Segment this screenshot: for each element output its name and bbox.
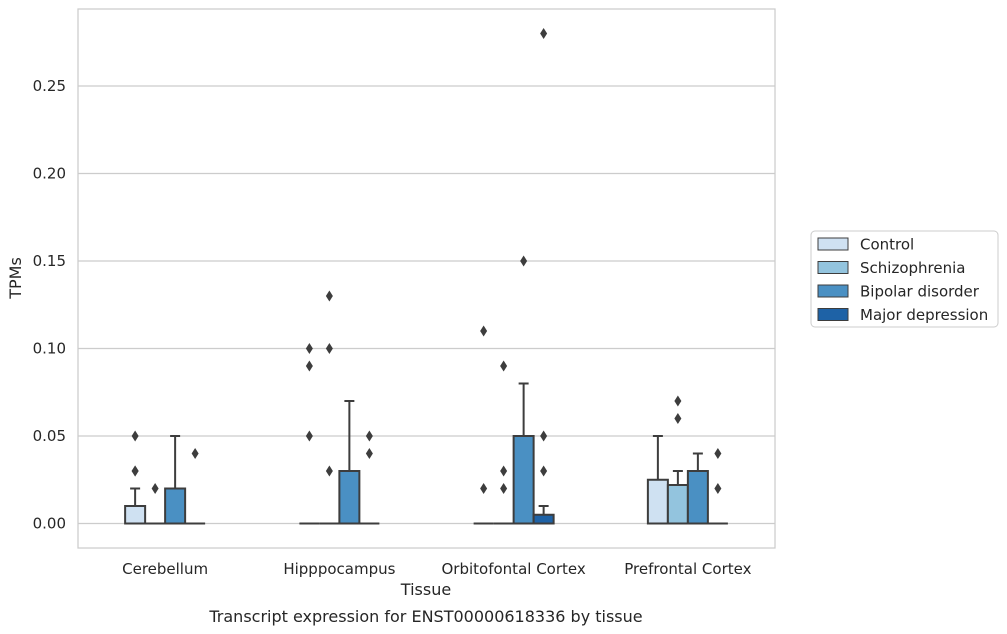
outlier-marker bbox=[305, 343, 313, 354]
legend: Control Schizophrenia Bipolar disorder Majo… bbox=[810, 230, 999, 328]
box-group bbox=[185, 448, 206, 525]
outlier-marker bbox=[131, 430, 139, 442]
outlier-marker bbox=[325, 290, 333, 302]
legend-frame bbox=[810, 230, 999, 328]
gridlines bbox=[78, 85, 775, 525]
box-rect bbox=[164, 487, 187, 525]
outlier-marker bbox=[305, 430, 313, 442]
box-group bbox=[666, 395, 689, 525]
box-series bbox=[124, 28, 728, 525]
x-axis-title: Tissue bbox=[400, 580, 451, 599]
outlier-marker bbox=[191, 448, 199, 459]
box-group bbox=[338, 400, 361, 525]
outlier-marker bbox=[305, 360, 313, 372]
box-group bbox=[646, 435, 669, 525]
box-group bbox=[319, 290, 340, 525]
plot-frame bbox=[77, 8, 776, 549]
box-group bbox=[164, 435, 187, 525]
outlier-marker bbox=[480, 325, 488, 337]
legend-label: Schizophrenia bbox=[860, 259, 965, 277]
outlier-marker bbox=[500, 465, 508, 477]
box-rect bbox=[532, 513, 555, 525]
outlier-marker bbox=[131, 465, 139, 477]
x-tick-label: Prefrontal Cortex bbox=[624, 560, 751, 578]
y-tick-label: 0.20 bbox=[33, 165, 66, 183]
x-tick-label: Hipppocampus bbox=[283, 560, 395, 578]
box-group bbox=[686, 452, 709, 525]
legend-swatch bbox=[817, 237, 849, 251]
y-tick-label: 0.15 bbox=[33, 252, 66, 270]
outlier-marker bbox=[540, 28, 548, 39]
box-group bbox=[512, 255, 535, 525]
box-group bbox=[473, 325, 494, 525]
box-group bbox=[124, 430, 147, 525]
outlier-marker bbox=[325, 465, 333, 477]
box-group bbox=[299, 343, 320, 525]
outlier-marker bbox=[480, 483, 488, 494]
outlier-marker bbox=[500, 483, 508, 494]
box-group bbox=[145, 483, 166, 525]
outlier-marker bbox=[325, 343, 333, 354]
box-rect bbox=[338, 470, 361, 525]
chart-caption: Transcript expression for ENST0000061833… bbox=[208, 607, 642, 626]
outlier-marker bbox=[540, 430, 548, 442]
outlier-marker bbox=[365, 448, 373, 459]
outlier-marker bbox=[151, 483, 159, 494]
y-tick-label: 0.10 bbox=[33, 340, 66, 358]
box-rect bbox=[686, 470, 709, 525]
outlier-marker bbox=[674, 413, 682, 424]
legend-label: Control bbox=[860, 236, 914, 254]
box-rect bbox=[512, 435, 535, 525]
outlier-marker bbox=[540, 465, 548, 477]
x-tick-label: Cerebellum bbox=[122, 560, 208, 578]
y-tick-label: 0.25 bbox=[33, 77, 66, 95]
box-rect bbox=[666, 484, 689, 525]
outlier-marker bbox=[520, 255, 528, 267]
outlier-marker bbox=[714, 448, 722, 459]
box-group bbox=[532, 28, 555, 525]
box-group bbox=[359, 430, 380, 525]
outlier-marker bbox=[365, 430, 373, 442]
outlier-marker bbox=[714, 483, 722, 494]
x-tick-label: Orbitofontal Cortex bbox=[442, 560, 586, 578]
outlier-marker bbox=[674, 395, 682, 407]
box-group bbox=[707, 448, 728, 525]
y-tick-label: 0.00 bbox=[33, 515, 66, 533]
legend-swatch bbox=[817, 308, 849, 321]
legend-label: Bipolar disorder bbox=[860, 283, 980, 301]
legend-swatch bbox=[817, 261, 849, 274]
legend-label: Major depression bbox=[860, 306, 988, 324]
outlier-marker bbox=[500, 360, 508, 372]
x-tick-labels: Cerebellum Hipppocampus Orbitofontal Corte… bbox=[122, 560, 751, 578]
box-rect bbox=[646, 478, 669, 525]
legend-swatch bbox=[817, 284, 849, 298]
box-group bbox=[493, 360, 514, 525]
y-tick-label: 0.05 bbox=[33, 427, 66, 445]
y-axis-title: TPMs bbox=[6, 257, 25, 300]
y-tick-labels: 0.00 0.05 0.10 0.15 0.20 0.25 bbox=[33, 77, 66, 533]
box-rect bbox=[124, 505, 147, 525]
